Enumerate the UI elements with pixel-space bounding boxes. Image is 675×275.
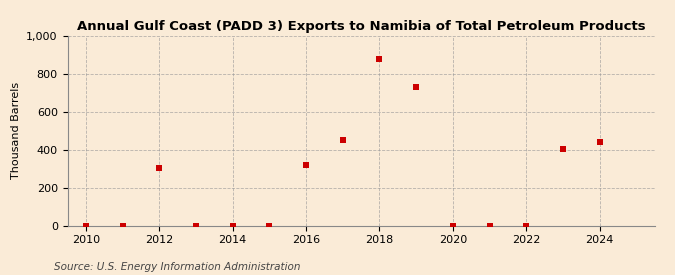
Point (117, 223, 128, 228)
Point (154, 166, 165, 170)
Point (227, 223, 238, 228)
Point (594, 140, 605, 144)
Title: Annual Gulf Coast (PADD 3) Exports to Namibia of Total Petroleum Products: Annual Gulf Coast (PADD 3) Exports to Na… (77, 20, 645, 33)
Point (264, 223, 275, 228)
Point (300, 163, 311, 167)
Point (338, 138, 348, 142)
Point (521, 223, 532, 228)
Point (80, 223, 91, 228)
Text: Source: U.S. Energy Information Administration: Source: U.S. Energy Information Administ… (54, 262, 300, 272)
Point (484, 223, 495, 228)
Point (558, 147, 568, 151)
Point (448, 223, 458, 228)
Point (374, 56, 385, 61)
Point (190, 223, 201, 228)
Y-axis label: Thousand Barrels: Thousand Barrels (11, 82, 21, 179)
Point (411, 85, 422, 89)
